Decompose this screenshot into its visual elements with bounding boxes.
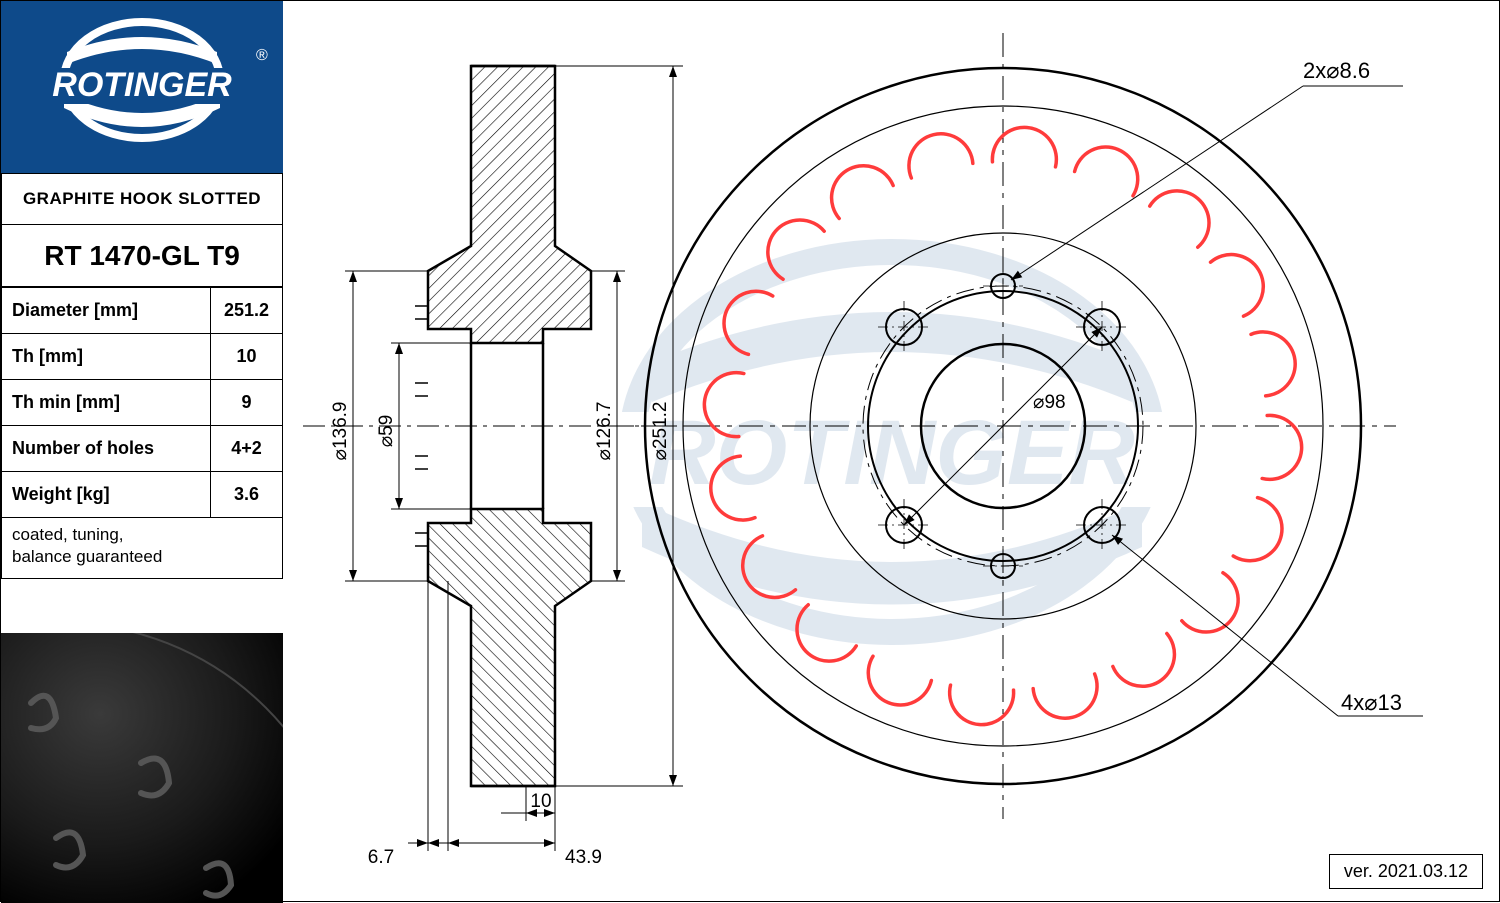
svg-text:ROTINGER: ROTINGER bbox=[52, 66, 232, 104]
spec-label: Weight [kg] bbox=[2, 472, 211, 518]
spec-label: Th min [mm] bbox=[2, 380, 211, 426]
table-row: Diameter [mm]251.2 bbox=[2, 288, 283, 334]
dim-6-7: 6.7 bbox=[368, 847, 394, 868]
callout-bolt-holes: 4x⌀13 bbox=[1341, 690, 1402, 715]
section-view: ⌀251.2 ⌀126.7 ⌀136.9 ⌀59 10 43.9 6.7 bbox=[303, 66, 713, 868]
table-row: Th [mm]10 bbox=[2, 334, 283, 380]
table-row: Weight [kg]3.6 bbox=[2, 472, 283, 518]
version-text: ver. 2021.03.12 bbox=[1344, 861, 1468, 881]
sidebar: ROTINGER ® GRAPHITE HOOK SLOTTED RT 1470… bbox=[1, 1, 283, 903]
part-number-box: RT 1470-GL T9 bbox=[1, 225, 283, 287]
spec-value: 3.6 bbox=[211, 472, 283, 518]
dim-pcd: ⌀98 bbox=[1033, 392, 1066, 413]
version-box: ver. 2021.03.12 bbox=[1329, 854, 1483, 889]
dim-d126: ⌀126.7 bbox=[594, 402, 615, 461]
callout-small-holes: 2x⌀8.6 bbox=[1303, 58, 1370, 83]
spec-label: Diameter [mm] bbox=[2, 288, 211, 334]
page: ROTINGER ® GRAPHITE HOOK SLOTTED RT 1470… bbox=[0, 0, 1500, 902]
dim-43-9: 43.9 bbox=[565, 847, 602, 868]
spec-label: Th [mm] bbox=[2, 334, 211, 380]
svg-text:®: ® bbox=[256, 47, 268, 64]
technical-drawing: ROTINGER bbox=[283, 1, 1500, 903]
spec-value: 9 bbox=[211, 380, 283, 426]
product-photo bbox=[1, 633, 283, 903]
brand-logo: ROTINGER ® bbox=[12, 12, 272, 162]
notes-box: coated, tuning, balance guaranteed bbox=[1, 518, 283, 579]
dim-d59: ⌀59 bbox=[376, 415, 397, 448]
part-number-text: RT 1470-GL T9 bbox=[44, 240, 240, 272]
spec-table: Diameter [mm]251.2Th [mm]10Th min [mm]9N… bbox=[1, 287, 283, 518]
notes-text: coated, tuning, balance guaranteed bbox=[12, 525, 162, 566]
dim-th10: 10 bbox=[530, 791, 551, 812]
table-row: Number of holes4+2 bbox=[2, 426, 283, 472]
spec-value: 251.2 bbox=[211, 288, 283, 334]
product-subtitle: GRAPHITE HOOK SLOTTED bbox=[1, 173, 283, 225]
spec-value: 10 bbox=[211, 334, 283, 380]
dim-d251: ⌀251.2 bbox=[650, 402, 671, 461]
dim-d136: ⌀136.9 bbox=[330, 402, 351, 461]
spec-value: 4+2 bbox=[211, 426, 283, 472]
front-view: ⌀98 2x⌀8.6 4x⌀13 bbox=[610, 33, 1423, 819]
spec-label: Number of holes bbox=[2, 426, 211, 472]
table-row: Th min [mm]9 bbox=[2, 380, 283, 426]
subtitle-text: GRAPHITE HOOK SLOTTED bbox=[23, 189, 261, 209]
drawing-svg: ⌀251.2 ⌀126.7 ⌀136.9 ⌀59 10 43.9 6.7 ⌀98… bbox=[283, 1, 1500, 903]
brand-logo-box: ROTINGER ® bbox=[1, 1, 283, 173]
